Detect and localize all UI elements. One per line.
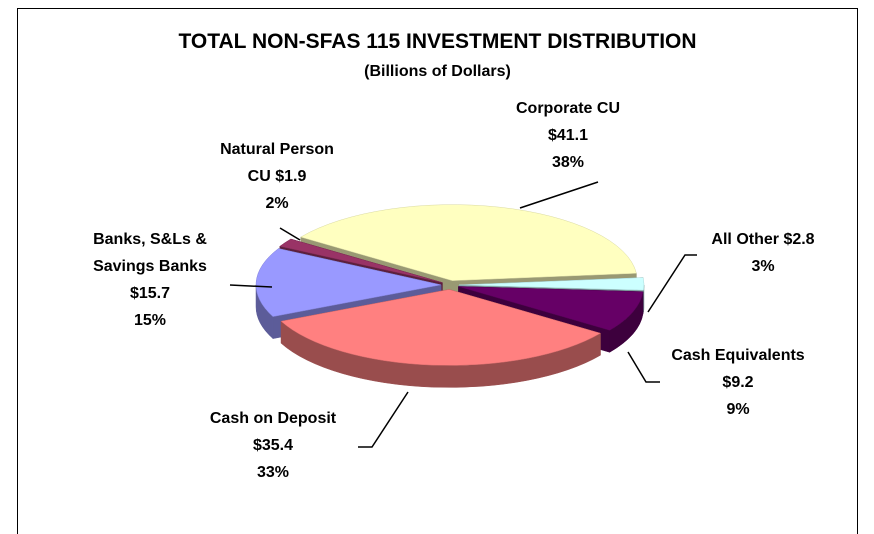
pie-slice <box>255 248 442 317</box>
percent-label: 33% <box>256 464 290 481</box>
pie-slice <box>458 286 644 331</box>
leader-line <box>627 351 660 383</box>
chart-subtitle: (Billions of Dollars) <box>364 63 511 80</box>
category-label: Banks, S&Ls & Savings Banks <box>93 231 207 275</box>
value-label: $15.7 <box>129 285 171 302</box>
value-label: $41.1 <box>547 127 589 144</box>
value-label: $35.4 <box>252 437 294 454</box>
leader-line <box>358 391 409 448</box>
data-label: Cash on Deposit $35.4 33% <box>178 405 368 486</box>
pie-slice <box>300 204 637 281</box>
leader-line <box>279 227 301 241</box>
value-label: $9.2 <box>722 374 754 391</box>
data-label: Natural Person CU $1.9 2% <box>212 136 342 217</box>
leader-line <box>519 181 599 209</box>
chart-title: TOTAL NON-SFAS 115 INVESTMENT DISTRIBUTI… <box>178 30 697 53</box>
data-label: Corporate CU $41.1 38% <box>493 95 643 176</box>
category-label: Natural Person CU <box>220 141 334 185</box>
leader-line <box>647 254 697 313</box>
pie <box>255 204 645 388</box>
value-label: $1.9 <box>275 168 307 185</box>
percent-label: 2% <box>265 195 289 212</box>
category-label: Cash Equivalents <box>671 347 805 364</box>
data-label: All Other $2.8 3% <box>673 226 853 280</box>
percent-label: 3% <box>751 258 775 275</box>
pie-slice <box>279 238 443 283</box>
percent-label: 9% <box>726 401 750 418</box>
category-label: Cash on Deposit <box>209 410 337 427</box>
data-label: Banks, S&Ls & Savings Banks $15.7 15% <box>70 226 230 334</box>
leader-line <box>229 284 273 288</box>
percent-label: 15% <box>133 312 167 329</box>
pie-slice <box>458 277 645 291</box>
pie-slice <box>280 289 602 366</box>
category-label: All Other <box>711 231 779 248</box>
value-label: $2.8 <box>783 231 815 248</box>
category-label: Corporate CU <box>515 100 620 117</box>
data-label: Cash Equivalents $9.2 9% <box>663 342 813 423</box>
percent-label: 38% <box>551 154 585 171</box>
